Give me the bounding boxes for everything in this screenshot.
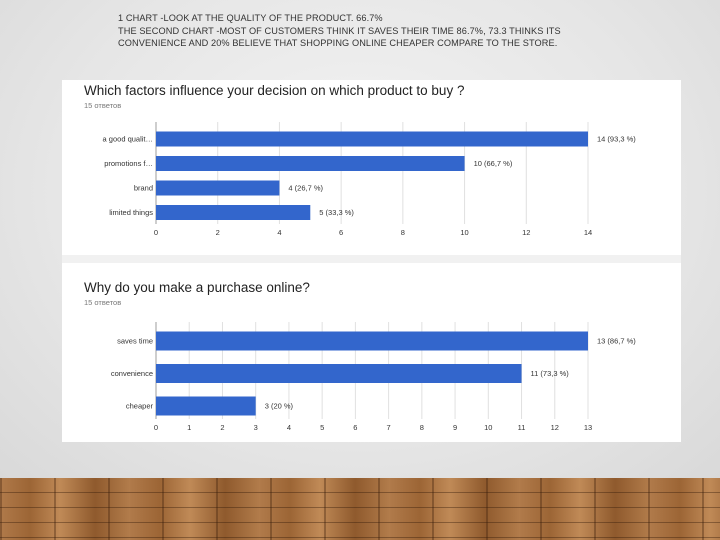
caption-line-1: 1 CHART -LOOK AT THE QUALITY OF THE PROD… (118, 13, 383, 23)
data-label: 10 (66,7 %) (474, 159, 513, 168)
bar (156, 180, 280, 196)
chart2-title: Why do you make a purchase online? (84, 280, 310, 295)
category-label: a good qualit… (103, 135, 153, 144)
x-tick-label: 0 (154, 423, 158, 432)
caption-line-2: THE SECOND CHART -MOST OF CUSTOMERS THIN… (118, 25, 561, 36)
chart2-subtitle: 15 ответов (84, 298, 121, 307)
x-tick-label: 6 (353, 423, 357, 432)
x-tick-label: 7 (387, 423, 391, 432)
data-label: 4 (26,7 %) (288, 184, 323, 193)
bar (156, 364, 522, 383)
charts-divider (62, 255, 681, 263)
category-label: promotions f… (104, 159, 153, 168)
category-label: saves time (117, 337, 153, 346)
caption-line-3: CONVENIENCE AND 20% BELIEVE THAT SHOPPIN… (118, 38, 558, 48)
data-label: 5 (33,3 %) (319, 208, 354, 217)
x-tick-label: 10 (460, 228, 468, 237)
bar (156, 205, 311, 220)
bar (156, 396, 256, 416)
category-label: cheaper (126, 402, 154, 411)
x-tick-label: 2 (220, 423, 224, 432)
x-tick-label: 6 (339, 228, 343, 237)
x-tick-label: 4 (287, 423, 291, 432)
x-tick-label: 8 (401, 228, 405, 237)
x-tick-label: 2 (216, 228, 220, 237)
data-label: 14 (93,3 %) (597, 135, 636, 144)
x-tick-label: 8 (420, 423, 424, 432)
chart1-subtitle: 15 ответов (84, 101, 121, 110)
data-label: 13 (86,7 %) (597, 337, 636, 346)
x-tick-label: 5 (320, 423, 324, 432)
x-tick-label: 0 (154, 228, 158, 237)
category-label: limited things (109, 208, 153, 217)
x-tick-label: 1 (187, 423, 191, 432)
data-label: 11 (73,3 %) (531, 369, 570, 378)
chart1-plot: 0 2 4 6 8 10 12 14 a good qualit… 14 (93,3 %) prom… (103, 122, 636, 237)
data-label: 3 (20 %) (265, 402, 294, 411)
bar (156, 156, 465, 171)
x-tick-label: 9 (453, 423, 457, 432)
x-tick-label: 4 (277, 228, 281, 237)
bar (156, 331, 588, 351)
x-tick-label: 10 (484, 423, 492, 432)
wooden-floor (0, 478, 720, 540)
category-label: convenience (111, 369, 153, 378)
slide-caption: 1 CHART -LOOK AT THE QUALITY OF THE PROD… (118, 12, 638, 50)
x-tick-label: 12 (551, 423, 559, 432)
x-tick-label: 12 (522, 228, 530, 237)
x-tick-label: 11 (518, 423, 526, 432)
x-tick-label: 14 (584, 228, 592, 237)
bar (156, 131, 588, 147)
x-tick-label: 3 (254, 423, 258, 432)
chart1-title: Which factors influence your decision on… (84, 83, 464, 98)
x-tick-label: 13 (584, 423, 592, 432)
category-label: brand (134, 184, 153, 193)
